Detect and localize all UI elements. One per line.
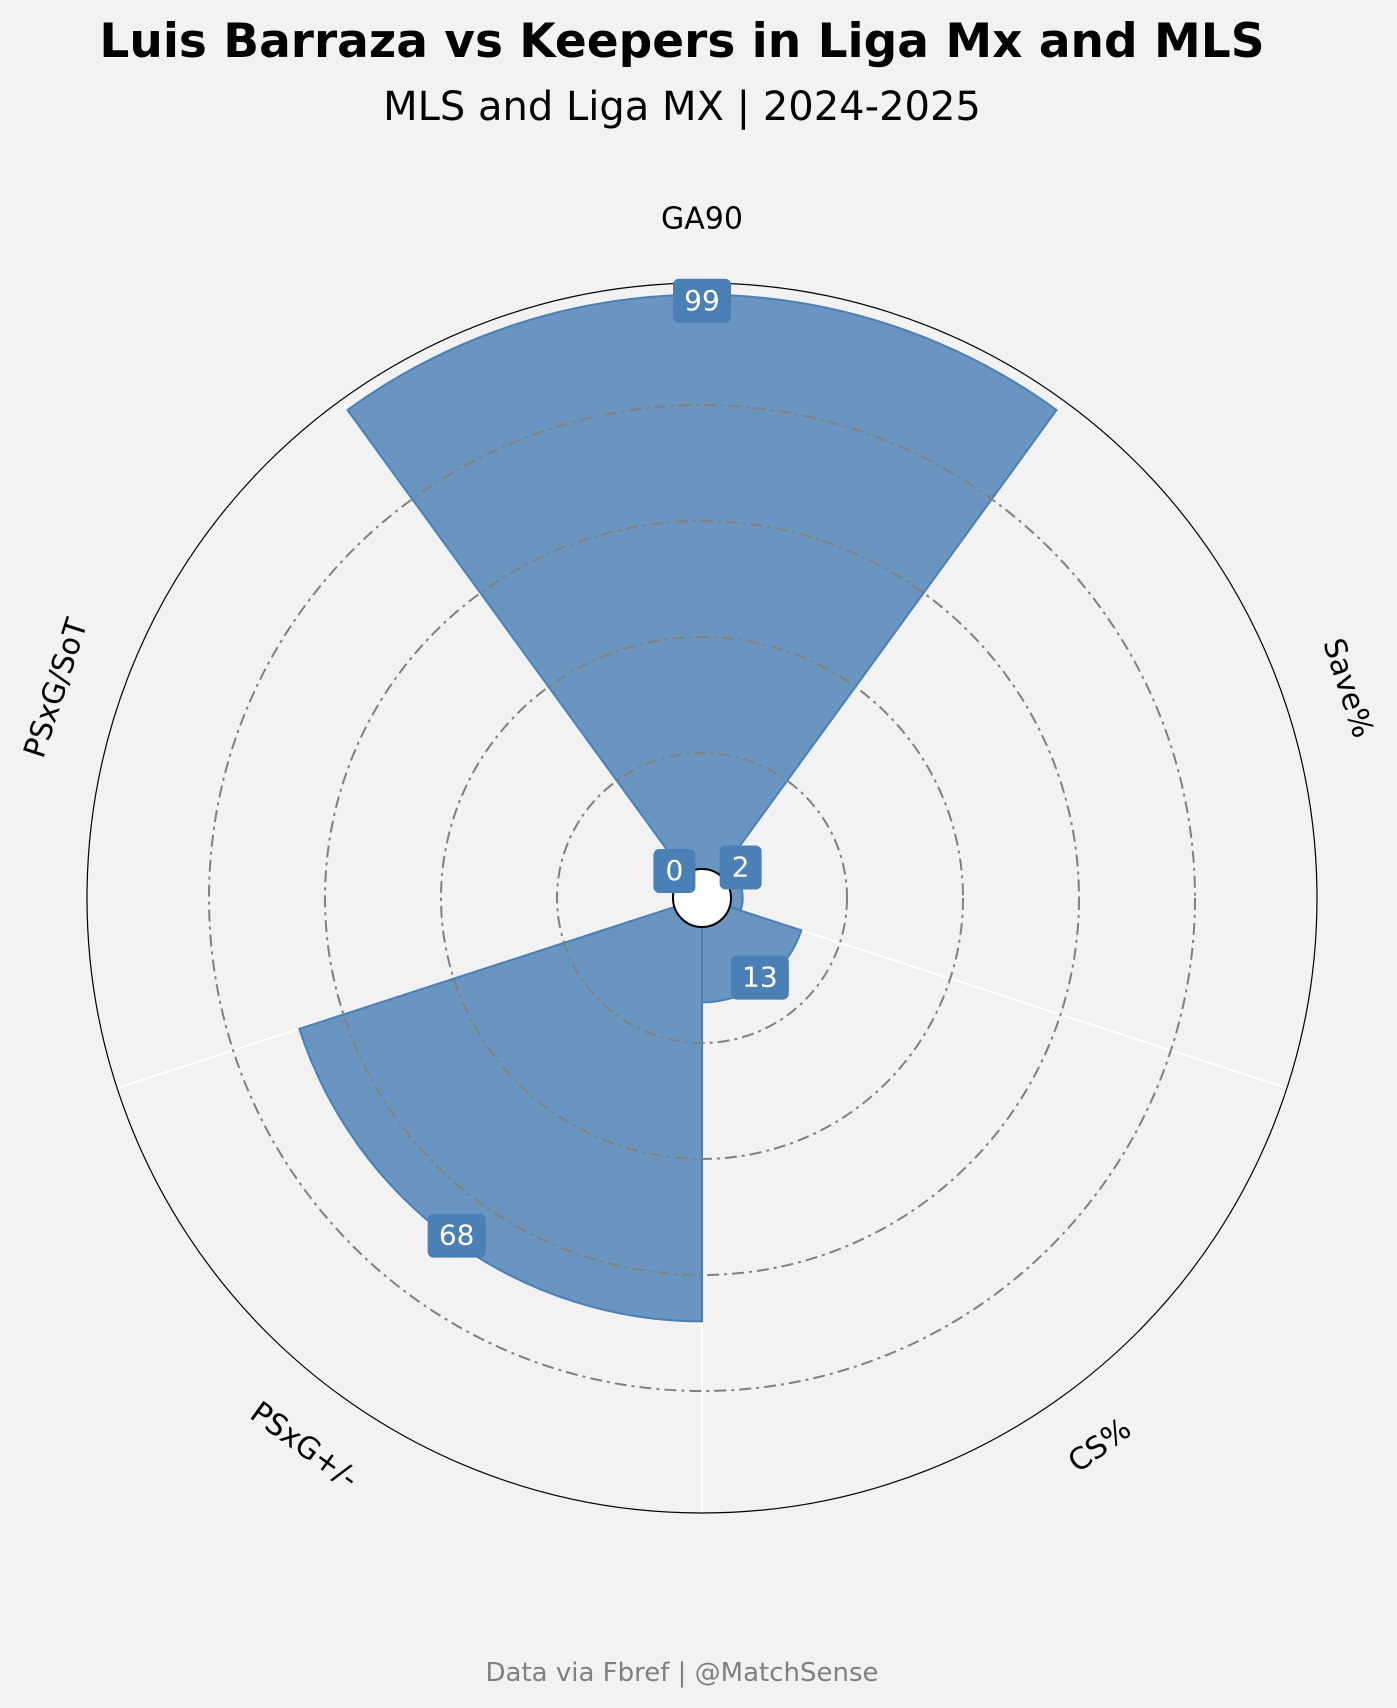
category-label-cs-: CS% bbox=[1062, 1411, 1138, 1480]
value-label-box bbox=[653, 849, 696, 894]
category-label-save-: Save% bbox=[1315, 634, 1380, 742]
grid-ring bbox=[440, 636, 964, 1160]
value-label-text: 99 bbox=[684, 284, 720, 317]
grid-ring bbox=[324, 520, 1080, 1276]
chart-subtitle: MLS and Liga MX | 2024-2025 bbox=[383, 84, 981, 130]
bar-psxg- bbox=[298, 905, 703, 1323]
grid-ring bbox=[556, 752, 848, 1044]
value-label: 2 bbox=[719, 845, 762, 890]
value-label-box bbox=[730, 955, 789, 1000]
value-label-text: 13 bbox=[742, 961, 778, 994]
value-label: 99 bbox=[673, 278, 731, 323]
value-label-text: 0 bbox=[666, 854, 684, 887]
value-label-box bbox=[673, 278, 731, 323]
footer-credit: Data via Fbref | @MatchSense bbox=[485, 1658, 879, 1688]
value-label: 13 bbox=[730, 955, 789, 1000]
category-label-psxg-sot: PSxG/SoT bbox=[17, 614, 95, 762]
bar-ga90 bbox=[346, 293, 1058, 876]
value-label: 0 bbox=[653, 849, 696, 894]
value-labels: 99 2 13 68 0 bbox=[427, 278, 789, 1258]
grid-layer bbox=[208, 404, 1196, 1392]
value-label-box bbox=[719, 845, 762, 890]
spoke-line bbox=[729, 906, 1288, 1089]
bars-layer bbox=[298, 293, 1058, 1323]
category-label-psxg-: PSxG+/- bbox=[244, 1395, 365, 1496]
chart-title: Luis Barraza vs Keepers in Liga Mx and M… bbox=[99, 14, 1265, 69]
grid-ring bbox=[208, 404, 1196, 1392]
value-label: 68 bbox=[427, 1213, 486, 1258]
value-label-text: 68 bbox=[439, 1219, 475, 1252]
value-label-box bbox=[427, 1213, 486, 1258]
category-label-ga90: GA90 bbox=[661, 202, 743, 237]
value-label-text: 2 bbox=[732, 850, 750, 883]
